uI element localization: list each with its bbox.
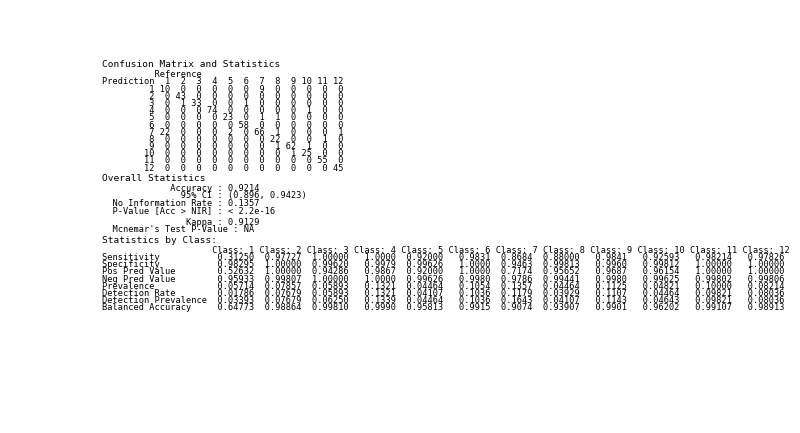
Text: Sensitivity           0.31250  0.97727  1.00000   1.0000  0.92000   0.9831  0.86: Sensitivity 0.31250 0.97727 1.00000 1.00… xyxy=(102,253,785,262)
Text: 5  0  0  0  0 23  0  1  1  0  0  0  0: 5 0 0 0 0 23 0 1 1 0 0 0 0 xyxy=(102,113,344,123)
Text: 95% CI : (0.896, 0.9423): 95% CI : (0.896, 0.9423) xyxy=(102,191,307,200)
Text: Mcnemar's Test P-Value : NA: Mcnemar's Test P-Value : NA xyxy=(102,225,254,234)
Text: Class: 1 Class: 2 Class: 3 Class: 4 Class: 5 Class: 6 Class: 7 Class: 8 Class: 9: Class: 1 Class: 2 Class: 3 Class: 4 Clas… xyxy=(102,246,790,255)
Text: 9  0  0  0  0  0  0  0  1 62  1  0  0: 9 0 0 0 0 0 0 0 1 62 1 0 0 xyxy=(102,142,344,151)
Text: Prediction  1  2  3  4  5  6  7  8  9 10 11 12: Prediction 1 2 3 4 5 6 7 8 9 10 11 12 xyxy=(102,78,344,87)
Text: Accuracy : 0.9214: Accuracy : 0.9214 xyxy=(102,184,260,193)
Text: Neg Pred Value        0.95933  0.99807  1.00000   1.0000  0.99626   0.9980  0.97: Neg Pred Value 0.95933 0.99807 1.00000 1… xyxy=(102,275,785,284)
Text: Prevalence            0.05714  0.07857  0.05893   0.1321  0.04464   0.1054  0.13: Prevalence 0.05714 0.07857 0.05893 0.132… xyxy=(102,282,785,291)
Text: 12  0  0  0  0  0  0  0  0  0  0  0 45: 12 0 0 0 0 0 0 0 0 0 0 0 45 xyxy=(102,164,344,172)
Text: Detection Rate        0.01786  0.07679  0.05893   0.1321  0.04107   0.1036  0.11: Detection Rate 0.01786 0.07679 0.05893 0… xyxy=(102,289,785,298)
Text: Pos Pred Value        0.52632  1.00000  0.94286   0.9867  0.92000   1.0000  0.71: Pos Pred Value 0.52632 1.00000 0.94286 0… xyxy=(102,268,785,276)
Text: Detection Prevalence  0.03393  0.07679  0.06250   0.1339  0.04464   0.1036  0.16: Detection Prevalence 0.03393 0.07679 0.0… xyxy=(102,296,785,305)
Text: Balanced Accuracy     0.64773  0.98864  0.99810   0.9990  0.95813   0.9915  0.90: Balanced Accuracy 0.64773 0.98864 0.9981… xyxy=(102,303,785,312)
Text: Overall Statistics: Overall Statistics xyxy=(102,174,206,183)
Text: P-Value [Acc > NIR] : < 2.2e-16: P-Value [Acc > NIR] : < 2.2e-16 xyxy=(102,206,276,215)
Text: No Information Rate : 0.1357: No Information Rate : 0.1357 xyxy=(102,199,260,208)
Text: 10  0  0  0  0  0  0  0  0  1 25  0  0: 10 0 0 0 0 0 0 0 0 1 25 0 0 xyxy=(102,149,344,158)
Text: 2  0 43  0  0  0  0  0  0  0  0  0  0: 2 0 43 0 0 0 0 0 0 0 0 0 0 xyxy=(102,92,344,101)
Text: Confusion Matrix and Statistics: Confusion Matrix and Statistics xyxy=(102,60,281,69)
Text: Reference: Reference xyxy=(102,70,202,79)
Text: Specificity           0.98295  1.00000  0.99620   0.9979  0.99626   1.0000  0.94: Specificity 0.98295 1.00000 0.99620 0.99… xyxy=(102,260,785,269)
Text: 4  0  0  0 74  0  0  0  0  0  1  0  0: 4 0 0 0 74 0 0 0 0 0 1 0 0 xyxy=(102,106,344,115)
Text: Kappa : 0.9129: Kappa : 0.9129 xyxy=(102,218,260,227)
Text: 8  0  0  0  0  0  0  0 22  0  0  1  0: 8 0 0 0 0 0 0 0 22 0 0 1 0 xyxy=(102,135,344,144)
Text: 6  0  0  0  0  0 58  0  0  0  0  0  0: 6 0 0 0 0 0 58 0 0 0 0 0 0 xyxy=(102,120,344,129)
Text: Statistics by Class:: Statistics by Class: xyxy=(102,236,218,245)
Text: 1 10  0  0  0  0  0  9  0  0  0  0  0: 1 10 0 0 0 0 0 9 0 0 0 0 0 xyxy=(102,85,344,94)
Text: 3  0  1 33  0  0  1  0  0  0  0  0  0: 3 0 1 33 0 0 1 0 0 0 0 0 0 xyxy=(102,99,344,108)
Text: 7 22  0  0  0  2  0 66  1  0  0  0  1: 7 22 0 0 0 2 0 66 1 0 0 0 1 xyxy=(102,128,344,137)
Text: 11  0  0  0  0  0  0  0  0  0  0 55  0: 11 0 0 0 0 0 0 0 0 0 0 55 0 xyxy=(102,156,344,165)
